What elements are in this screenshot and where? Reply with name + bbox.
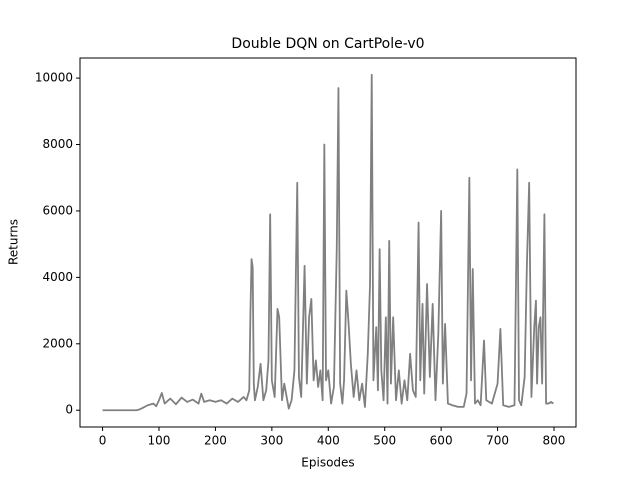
y-tick-label: 6000 bbox=[42, 203, 73, 217]
y-tick-label: 8000 bbox=[42, 137, 73, 151]
y-tick-label: 2000 bbox=[42, 336, 73, 350]
x-tick-label: 500 bbox=[373, 434, 396, 448]
chart-title: Double DQN on CartPole-v0 bbox=[231, 36, 424, 52]
plot-frame bbox=[79, 57, 577, 428]
x-tick-label: 0 bbox=[99, 434, 107, 448]
y-tick-label: 0 bbox=[65, 403, 73, 417]
y-tick-label: 4000 bbox=[42, 270, 73, 284]
x-axis-label: Episodes bbox=[301, 456, 354, 470]
x-tick-label: 400 bbox=[317, 434, 340, 448]
x-tick-label: 700 bbox=[486, 434, 509, 448]
data-line bbox=[102, 73, 554, 412]
y-tick-label: 10000 bbox=[35, 71, 73, 85]
x-tick-label: 300 bbox=[260, 434, 283, 448]
x-tick-label: 600 bbox=[430, 434, 453, 448]
x-tick-label: 100 bbox=[148, 434, 171, 448]
x-tick-label: 800 bbox=[543, 434, 566, 448]
x-tick-label: 200 bbox=[204, 434, 227, 448]
y-axis-label: Returns bbox=[7, 219, 21, 265]
